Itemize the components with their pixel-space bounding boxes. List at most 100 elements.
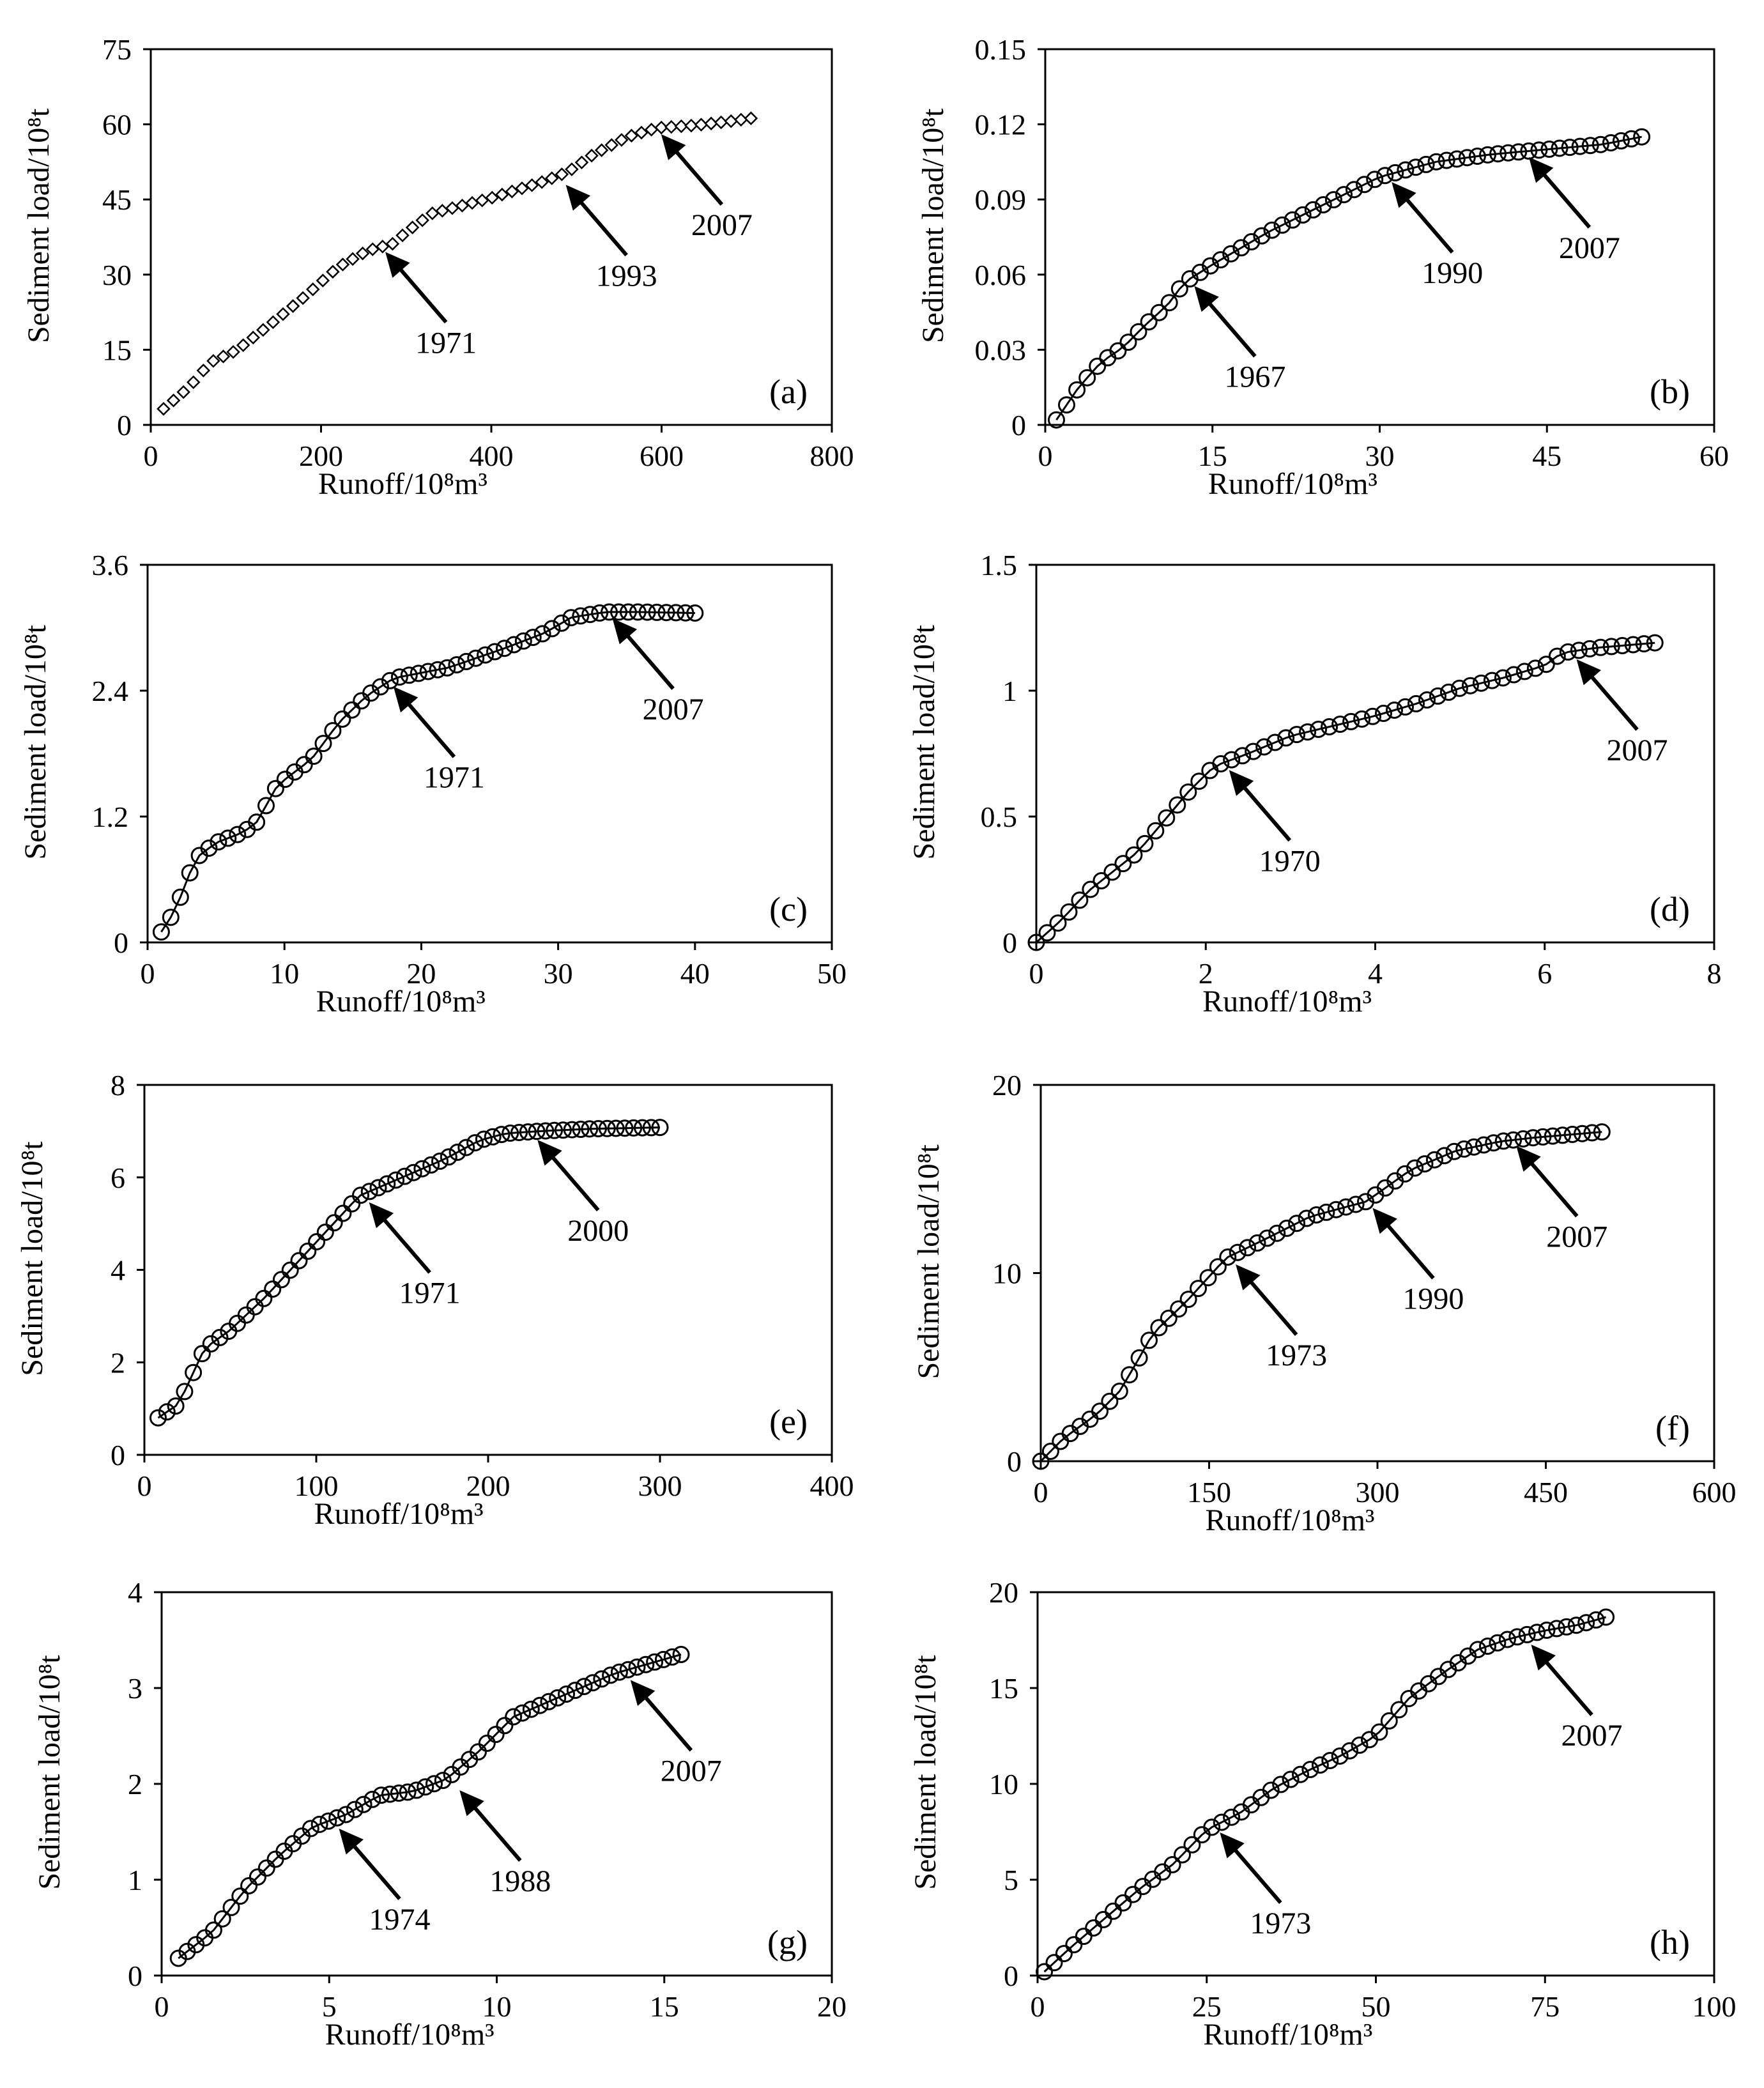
x-tick-label: 400 (470, 440, 514, 472)
data-point (657, 604, 675, 622)
data-point (616, 1119, 634, 1137)
data-point (1273, 216, 1291, 234)
x-tick-label: 10 (482, 1990, 512, 2023)
data-point (1534, 1128, 1552, 1146)
data-point (1245, 742, 1262, 760)
data-point (522, 1700, 540, 1718)
data-point (257, 797, 275, 815)
annotation-year-label: 1993 (596, 259, 657, 293)
x-axis-label: Runoff/10⁸m³ (318, 467, 487, 501)
data-point (1597, 1608, 1615, 1626)
data-point (176, 385, 190, 399)
data-point (533, 625, 551, 643)
annotation-arrow-head (1516, 1146, 1541, 1172)
data-point (1045, 1954, 1063, 1972)
annotation-arrow-shaft (668, 143, 724, 206)
y-axis-label: Sediment load/10⁸t (15, 1141, 49, 1376)
data-point (584, 1674, 602, 1692)
annotation-arrow-head (1229, 770, 1254, 796)
annotation-arrow-shaft (1227, 1841, 1282, 1904)
data-point (610, 603, 627, 621)
y-tick-label: 0 (1011, 409, 1026, 441)
y-tick-label: 5 (1004, 1864, 1018, 1896)
panel-label: (d) (1650, 890, 1690, 928)
annotation-year-label: 1990 (1422, 256, 1483, 290)
data-point (1229, 1243, 1246, 1261)
data-point (487, 1726, 505, 1744)
data-point (515, 181, 529, 196)
data-point (1060, 903, 1078, 921)
y-tick-label: 4 (128, 1576, 142, 1609)
data-point (714, 115, 728, 130)
data-point (572, 1121, 590, 1138)
data-point (1577, 1614, 1595, 1632)
data-point (505, 1708, 523, 1726)
data-point (505, 184, 519, 199)
data-point (445, 201, 459, 215)
panel-label: (h) (1650, 1923, 1690, 1961)
annotation-arrow-shaft (376, 1211, 431, 1274)
data-point (319, 1812, 337, 1830)
series-line (1055, 135, 1642, 421)
data-point (1505, 1131, 1522, 1149)
y-tick-label: 30 (102, 259, 132, 291)
annotation-arrow-shaft (620, 627, 675, 690)
y-tick-label: 0 (128, 1960, 142, 1992)
data-point (1041, 1443, 1059, 1460)
annotation-year-label: 2007 (643, 693, 704, 726)
data-point (537, 1122, 555, 1140)
data-point (1255, 738, 1273, 756)
data-point (1508, 1628, 1526, 1646)
data-point (1258, 1229, 1276, 1247)
y-tick-label: 0 (1002, 926, 1017, 959)
data-point (1268, 1224, 1286, 1242)
data-point (1125, 846, 1143, 864)
data-point (246, 330, 261, 345)
annotation-arrow-head (1194, 286, 1219, 312)
y-tick-label: 0.15 (975, 33, 1027, 66)
data-point (1581, 640, 1599, 657)
data-point (1540, 141, 1558, 158)
data-point (1554, 1126, 1572, 1144)
data-point (1351, 1736, 1369, 1754)
x-tick-label: 20 (817, 1990, 847, 2023)
data-point (607, 1119, 625, 1137)
y-axis-label: Sediment load/10⁸t (909, 1655, 942, 1890)
plot-frame (160, 1591, 833, 1977)
data-point (395, 228, 410, 243)
data-point (316, 1224, 334, 1241)
data-point (465, 196, 479, 210)
data-point (343, 1195, 361, 1213)
data-point (1417, 155, 1435, 173)
data-point (1327, 1201, 1345, 1218)
data-point (1571, 137, 1589, 155)
data-point (240, 1877, 258, 1894)
data-point (1407, 695, 1425, 712)
data-point (1537, 656, 1555, 673)
data-point (152, 923, 170, 941)
x-tick-label: 200 (466, 1470, 510, 1502)
data-point (1027, 933, 1045, 951)
data-point (1150, 1319, 1168, 1337)
y-tick-label: 15 (102, 334, 132, 366)
data-point (1212, 755, 1230, 772)
data-point (677, 604, 694, 622)
annotation-arrow-head (630, 1680, 656, 1707)
x-tick-label: 75 (1530, 1990, 1560, 2023)
x-axis-label: Runoff/10⁸m³ (314, 1497, 484, 1531)
data-point (674, 119, 689, 134)
data-point (1458, 149, 1476, 167)
y-tick-label: 0.12 (975, 109, 1027, 141)
data-point (1612, 132, 1630, 150)
data-point (1140, 1332, 1158, 1349)
annotation-year-label: 1990 (1402, 1282, 1464, 1316)
y-tick-label: 0 (117, 409, 132, 441)
data-point (311, 1815, 328, 1833)
data-point (496, 640, 513, 657)
y-tick-label: 0 (111, 1439, 125, 1471)
data-point (1425, 1151, 1443, 1169)
x-tick-label: 50 (817, 957, 847, 990)
x-tick-label: 5 (322, 1990, 337, 2023)
data-point (540, 1693, 558, 1710)
data-point (644, 123, 659, 137)
